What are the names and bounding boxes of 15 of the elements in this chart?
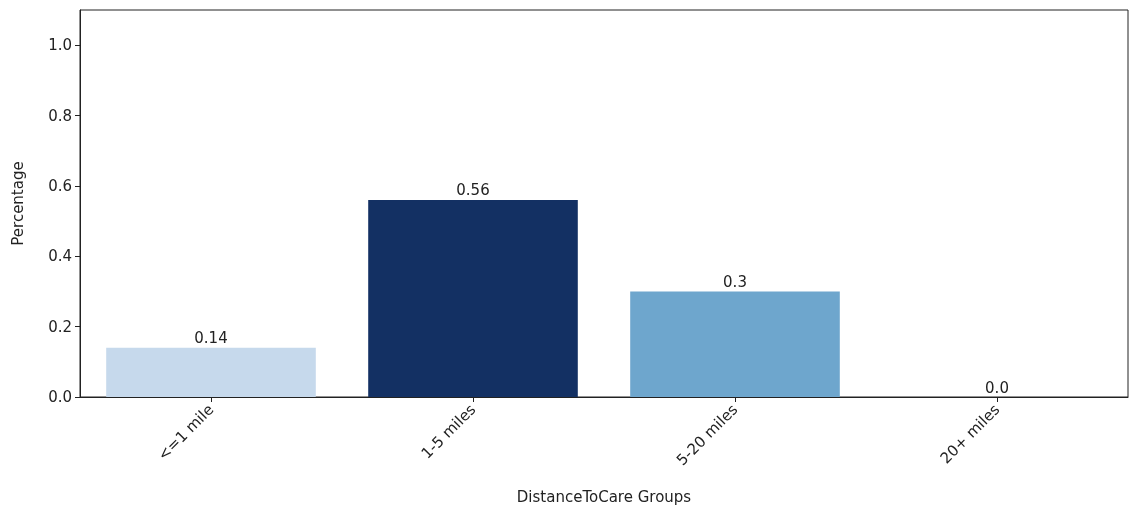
y-axis-title: Percentage — [8, 161, 27, 246]
y-tick-label: 0.0 — [48, 388, 72, 406]
y-tick-label: 0.2 — [48, 317, 72, 336]
y-tick-label: 0.6 — [48, 176, 72, 195]
data-label: 0.56 — [456, 181, 490, 200]
bar — [368, 199, 578, 397]
y-tick-label: 1.0 — [48, 36, 72, 55]
bar — [630, 291, 840, 397]
y-tick-label: 0.4 — [48, 247, 72, 266]
x-axis-title: DistanceToCare Groups — [516, 487, 692, 506]
data-label: 0.14 — [194, 329, 228, 348]
data-label: 0.3 — [723, 272, 747, 291]
y-tick-label: 0.8 — [48, 106, 72, 125]
data-label: 0.0 — [985, 378, 1009, 397]
bar — [106, 347, 316, 397]
